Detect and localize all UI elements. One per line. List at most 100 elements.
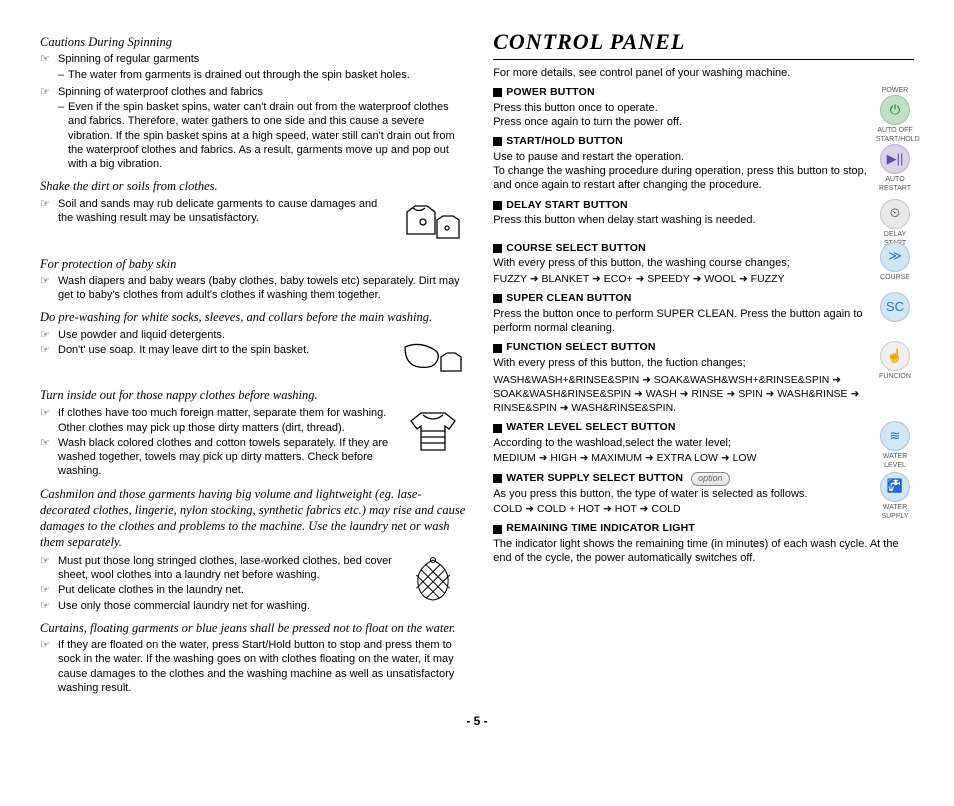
bullet-row: ☞ Soil and sands may rub delicate garmen…: [40, 197, 393, 226]
panel-head: WATER SUPPLY SELECT BUTTON option: [493, 472, 868, 486]
bullet-row: ☞ Wash diapers and baby wears (baby clot…: [40, 274, 469, 303]
panel-button-icon: ▶||: [880, 144, 910, 174]
bullet-row: ☞ Wash black colored clothes and cotton …: [40, 436, 393, 479]
illustration-hand-wash-icon: [401, 329, 465, 379]
panel-button-icon: ⏻: [880, 95, 910, 125]
bullet-text: Wash black colored clothes and cotton to…: [58, 436, 393, 479]
bullet-row: ☞ If clothes have too much foreign matte…: [40, 406, 393, 435]
bullet-icon: ☞: [40, 328, 58, 342]
panel-label: WATER SUPPLY SELECT BUTTON: [506, 472, 683, 486]
panel-content: WATER LEVEL SELECT BUTTONAccording to th…: [493, 421, 914, 466]
bullet-icon: ☞: [40, 197, 58, 226]
illustration-laundry-net-icon: [401, 555, 465, 605]
bullet-icon: ☞: [40, 343, 58, 357]
panel-icon-slot: START/HOLD▶||AUTO RESTART: [876, 135, 914, 193]
panel-icon-slot: ≫COURSE: [876, 242, 914, 282]
bullet-text: Must put those long stringed clothes, la…: [58, 554, 393, 583]
panel-button-icon: 🚰: [880, 472, 910, 502]
panel-head: START/HOLD BUTTON: [493, 135, 868, 149]
panel-text: With every press of this button, the fuc…: [493, 356, 868, 370]
panel-text-full: The indicator light shows the remaining …: [493, 537, 914, 566]
panel-icon-slot: ⏲DELAY START: [876, 199, 914, 248]
dash-icon: –: [58, 100, 68, 171]
bullet-text: Spinning of regular garments: [58, 52, 469, 66]
control-panel-title: CONTROL PANEL: [493, 28, 914, 57]
bullet-text: Use powder and liquid detergents.: [58, 328, 393, 342]
panel-content: DELAY START BUTTONPress this button when…: [493, 199, 914, 228]
bullet-text: If clothes have too much foreign matter,…: [58, 406, 393, 435]
panel-flow: COLD ➜ COLD + HOT ➜ HOT ➜ COLD: [493, 503, 868, 517]
bullet-icon: ☞: [40, 274, 58, 303]
panel-content: SUPER CLEAN BUTTONPress the button once …: [493, 292, 914, 335]
panel-flow: MEDIUM ➜ HIGH ➜ MAXIMUM ➜ EXTRA LOW ➜ LO…: [493, 452, 868, 466]
panel-head: COURSE SELECT BUTTON: [493, 242, 868, 256]
panel-block: REMAINING TIME INDICATOR LIGHTThe indica…: [493, 522, 914, 565]
square-bullet-icon: [493, 474, 502, 483]
panel-label: COURSE SELECT BUTTON: [506, 242, 646, 256]
panel-text: As you press this button, the type of wa…: [493, 487, 868, 501]
panel-label: WATER LEVEL SELECT BUTTON: [506, 421, 676, 435]
square-bullet-icon: [493, 525, 502, 534]
panel-block: ≋WATER LEVELWATER LEVEL SELECT BUTTONAcc…: [493, 421, 914, 466]
square-bullet-icon: [493, 201, 502, 210]
panel-text: Press this button once to operate. Press…: [493, 101, 868, 130]
icon-caption-bottom: FUNCION: [876, 372, 914, 381]
icon-caption: START/HOLD: [876, 135, 914, 144]
bullet-icon: ☞: [40, 554, 58, 583]
option-badge-icon: option: [691, 472, 730, 486]
bullet-text: If they are floated on the water, press …: [58, 638, 469, 695]
heading-baby: For protection of baby skin: [40, 256, 469, 272]
bullet-row: ☞ Spinning of regular garments: [40, 52, 469, 66]
bullet-icon: ☞: [40, 406, 58, 435]
panel-label: DELAY START BUTTON: [506, 199, 628, 213]
panel-button-icon: ≫: [880, 242, 910, 272]
panel-button-icon: ☝: [880, 341, 910, 371]
panel-button-icon: SC: [880, 292, 910, 322]
panel-head: SUPER CLEAN BUTTON: [493, 292, 868, 306]
heading-insideout: Turn inside out for those nappy clothes …: [40, 387, 469, 403]
square-bullet-icon: [493, 244, 502, 253]
left-column: Cautions During Spinning ☞ Spinning of r…: [40, 28, 469, 696]
control-panel-intro: For more details, see control panel of y…: [493, 66, 914, 80]
page-number: - 5 -: [40, 714, 914, 730]
heading-cautions: Cautions During Spinning: [40, 34, 469, 50]
panel-items: POWER⏻AUTO OFFPOWER BUTTONPress this but…: [493, 86, 914, 566]
panel-head: POWER BUTTON: [493, 86, 868, 100]
sub-text: The water from garments is drained out t…: [68, 68, 469, 82]
panel-icon-slot: ☝FUNCION: [876, 341, 914, 381]
panel-block: ☝FUNCIONFUNCTION SELECT BUTTONWith every…: [493, 341, 914, 415]
panel-flow-full: WASH&WASH+&RINSE&SPIN ➜ SOAK&WASH&WSH+&R…: [493, 374, 914, 415]
square-bullet-icon: [493, 137, 502, 146]
panel-content: COURSE SELECT BUTTONWith every press of …: [493, 242, 914, 287]
bullet-row: ☞ If they are floated on the water, pres…: [40, 638, 469, 695]
panel-head: WATER LEVEL SELECT BUTTON: [493, 421, 868, 435]
bullet-icon: ☞: [40, 599, 58, 613]
bullet-text: Put delicate clothes in the laundry net.: [58, 583, 393, 597]
panel-button-icon: ≋: [880, 421, 910, 451]
icon-caption-bottom: WATER SUPPLY: [876, 503, 914, 521]
square-bullet-icon: [493, 88, 502, 97]
bullet-row: ☞ Must put those long stringed clothes, …: [40, 554, 393, 583]
bullet-icon: ☞: [40, 85, 58, 99]
page-body: Cautions During Spinning ☞ Spinning of r…: [40, 28, 914, 696]
illustration-clothes-icon: [401, 198, 465, 248]
panel-text: Press this button when delay start washi…: [493, 213, 868, 227]
heading-prewash: Do pre-washing for white socks, sleeves,…: [40, 309, 469, 325]
bullet-icon: ☞: [40, 436, 58, 479]
panel-block: POWER⏻AUTO OFFPOWER BUTTONPress this but…: [493, 86, 914, 129]
panel-icon-slot: POWER⏻AUTO OFF: [876, 86, 914, 135]
heading-shake: Shake the dirt or soils from clothes.: [40, 178, 469, 194]
panel-block: ≫COURSECOURSE SELECT BUTTONWith every pr…: [493, 242, 914, 287]
panel-content: REMAINING TIME INDICATOR LIGHT: [493, 522, 914, 536]
illustration-sweater-icon: [401, 407, 465, 457]
title-rule: [493, 59, 914, 60]
bullet-icon: ☞: [40, 638, 58, 695]
panel-label: REMAINING TIME INDICATOR LIGHT: [506, 522, 695, 536]
panel-head: REMAINING TIME INDICATOR LIGHT: [493, 522, 914, 536]
icon-caption-bottom: COURSE: [876, 273, 914, 282]
panel-icon-slot: 🚰WATER SUPPLY: [876, 472, 914, 521]
heading-cashmilon: Cashmilon and those garments having big …: [40, 486, 469, 551]
bullet-row: ☞ Use powder and liquid detergents.: [40, 328, 393, 342]
bullet-row: ☞ Use only those commercial laundry net …: [40, 599, 393, 613]
panel-content: START/HOLD BUTTONUse to pause and restar…: [493, 135, 914, 193]
